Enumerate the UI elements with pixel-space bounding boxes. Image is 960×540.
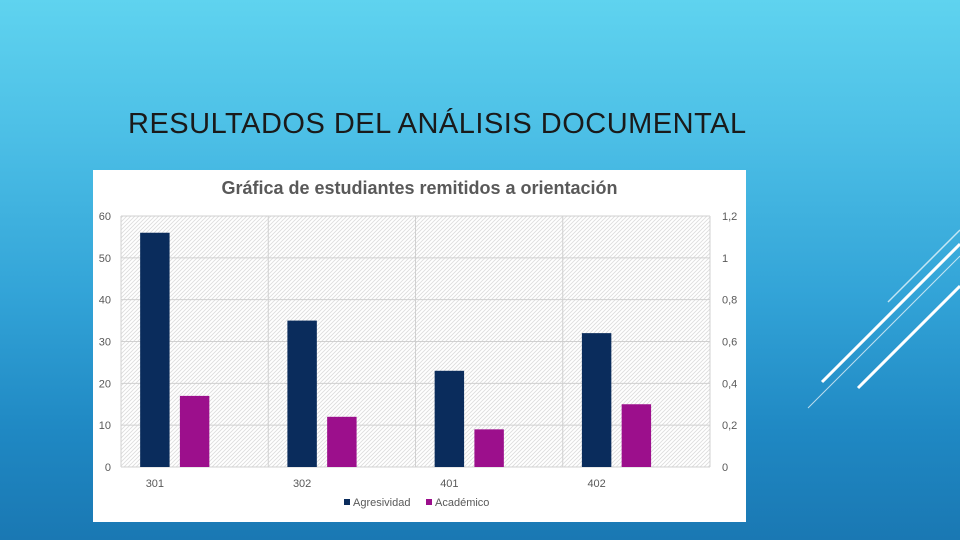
y2-tick-label: 1,2 [722, 211, 737, 223]
x-tick-label: 401 [440, 478, 458, 490]
bar-academico [474, 429, 504, 467]
y-tick-label: 0 [105, 462, 111, 474]
x-tick-label: 301 [146, 478, 164, 490]
bar-academico [327, 416, 357, 467]
legend-swatch [344, 499, 350, 505]
bar-agresividad [434, 370, 465, 467]
legend-label: Académico [435, 497, 489, 509]
y-tick-label: 30 [99, 337, 111, 349]
y2-tick-label: 0,2 [722, 420, 737, 432]
y2-tick-label: 0 [722, 462, 728, 474]
y2-tick-label: 0,4 [722, 378, 737, 390]
y-tick-label: 40 [99, 295, 111, 307]
chart-title: Gráfica de estudiantes remitidos a orien… [221, 178, 618, 198]
legend-swatch [426, 499, 432, 505]
slide-title: RESULTADOS DEL ANÁLISIS DOCUMENTAL [128, 108, 747, 140]
legend-label: Agresividad [353, 497, 410, 509]
bar-academico [621, 404, 652, 467]
bar-academico [179, 395, 210, 467]
x-tick-label: 402 [587, 478, 605, 490]
y-tick-label: 10 [99, 420, 111, 432]
x-tick-label: 302 [293, 478, 311, 490]
bar-agresividad [140, 232, 170, 467]
bar-agresividad [581, 333, 612, 467]
y-tick-label: 50 [99, 253, 111, 265]
y2-tick-label: 0,6 [722, 337, 737, 349]
y-tick-label: 60 [99, 211, 111, 223]
bar-agresividad [287, 320, 317, 467]
bar-chart: 0 0 10 0,2 20 0,4 30 0,6 40 0,8 50 1 60 1,2 301 302 401 4… [99, 211, 738, 509]
y2-tick-label: 0,8 [722, 295, 737, 307]
y-tick-label: 20 [99, 378, 111, 390]
y2-tick-label: 1 [722, 253, 728, 265]
chart-panel: Gráfica de estudiantes remitidos a orien… [93, 170, 746, 522]
